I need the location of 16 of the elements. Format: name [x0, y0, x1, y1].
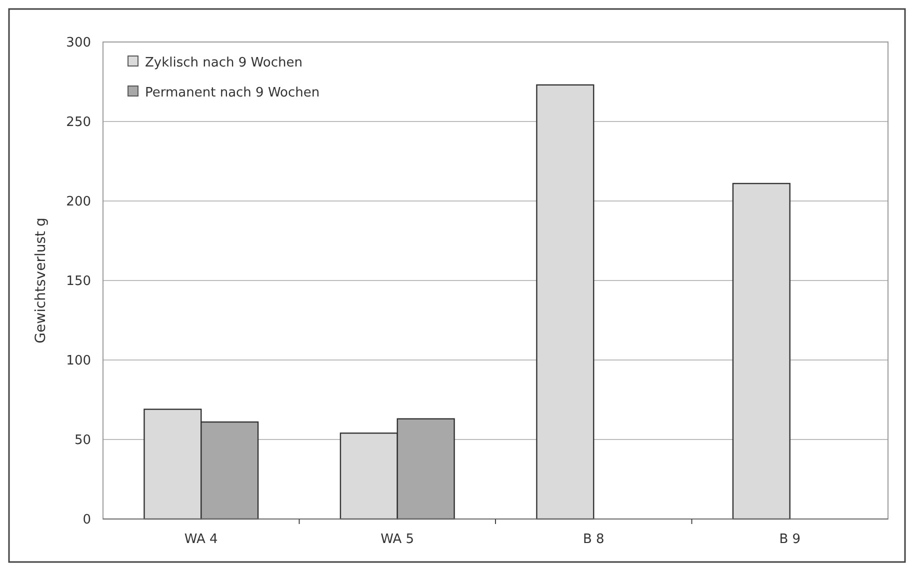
bar — [536, 84, 594, 520]
x-tick-label: WA 5 — [380, 532, 414, 547]
legend-label: Permanent nach 9 Wochen — [145, 86, 320, 101]
y-tick-label: 100 — [66, 354, 91, 369]
x-tick-label: B 8 — [582, 532, 604, 547]
y-tick-label: 250 — [66, 115, 91, 130]
legend-label: Zyklisch nach 9 Wochen — [145, 56, 302, 71]
y-axis-title: Gewichtsverlust g — [33, 218, 49, 344]
y-tick-label: 50 — [74, 433, 91, 448]
x-tick-label: B 9 — [779, 532, 801, 547]
y-tick-label: 150 — [66, 274, 91, 290]
y-tick-label: 200 — [66, 194, 91, 210]
y-tick-label: 0 — [82, 512, 91, 528]
bar — [732, 182, 790, 520]
y-tick-label: 300 — [66, 36, 91, 51]
x-tick-label: WA 4 — [184, 532, 218, 547]
